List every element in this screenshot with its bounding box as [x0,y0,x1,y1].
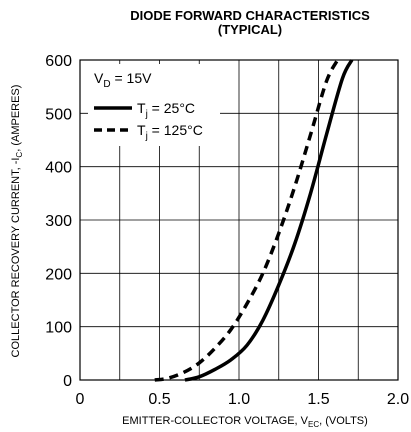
legend-background [88,64,220,146]
y-tick-label: 100 [45,320,72,337]
series-lines [154,59,354,382]
chart-subtitle: (TYPICAL) [218,22,282,37]
legend-entry-25c: Tj = 25°C [137,100,195,120]
y-tick-labels: 0 100 200 300 400 500 600 [45,53,72,390]
x-tick-label: 2.0 [387,391,409,408]
y-tick-label: 400 [45,160,72,177]
x-tick-labels: 0 0.5 1.0 1.5 2.0 [76,391,410,408]
legend-header: VD = 15V [94,70,152,90]
legend-entry-125c: Tj = 125°C [137,122,203,142]
x-tick-label: 1.5 [307,391,329,408]
x-tick-label: 0.5 [148,391,170,408]
series-line-125c [154,59,340,382]
chart-title: DIODE FORWARD CHARACTERISTICS [130,8,370,23]
y-tick-label: 500 [45,106,72,123]
x-tick-label: 1.0 [228,391,250,408]
x-axis-label: EMITTER-COLLECTOR VOLTAGE, VEC, (VOLTS) [122,415,368,429]
y-tick-label: 300 [45,213,72,230]
x-tick-label: 0 [76,391,85,408]
plot-frame [79,59,399,381]
y-tick-label: 200 [45,266,72,283]
y-axis-label: COLLECTOR RECOVERY CURRENT, -IC, (AMPERE… [10,85,24,358]
series-line-25c [184,59,354,382]
y-tick-label: 0 [63,373,72,390]
legend: VD = 15V Tj = 25°C Tj = 125°C [88,64,220,146]
y-tick-label: 600 [45,53,72,70]
